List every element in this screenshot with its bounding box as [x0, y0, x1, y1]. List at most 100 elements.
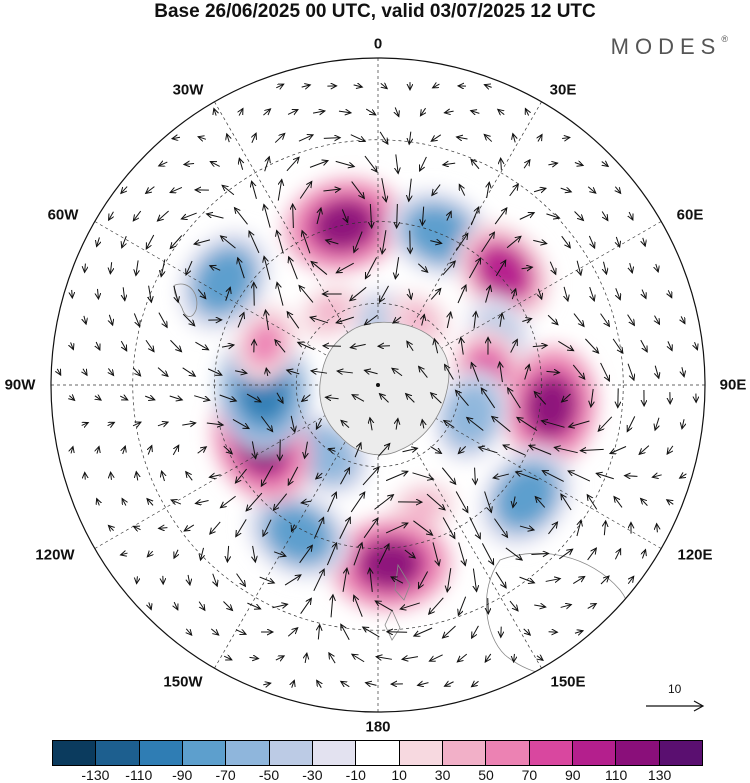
wind-arrow — [382, 230, 387, 254]
wind-arrow — [493, 474, 509, 478]
wind-arrow — [516, 472, 539, 481]
wind-arrow — [186, 628, 191, 635]
wind-arrow — [529, 445, 552, 455]
wind-arrow — [655, 365, 659, 379]
wind-arrow — [337, 371, 353, 373]
wind-arrow — [109, 314, 112, 325]
wind-arrow — [538, 288, 541, 299]
wind-vectors — [57, 82, 697, 688]
wind-arrow — [227, 134, 230, 143]
wind-arrow — [494, 518, 507, 538]
wind-arrow — [232, 419, 249, 428]
wind-arrow — [325, 397, 339, 398]
wind-arrow — [109, 211, 114, 220]
wind-arrow — [548, 522, 557, 535]
wind-arrow — [558, 340, 573, 350]
wind-arrow — [221, 345, 234, 347]
wind-arrow — [301, 501, 311, 503]
wind-arrow — [639, 445, 650, 455]
wind-arrow — [123, 287, 125, 300]
wind-arrow — [378, 544, 389, 565]
anomaly-blob — [249, 324, 282, 364]
wind-arrow — [471, 681, 479, 686]
wind-arrow — [301, 85, 311, 87]
wind-scale-arrow — [646, 700, 705, 712]
wind-arrow — [447, 568, 452, 592]
wind-arrow — [300, 598, 312, 615]
wind-arrow — [263, 519, 272, 537]
wind-arrow — [406, 394, 415, 403]
wind-arrow — [335, 160, 355, 166]
wind-arrow — [587, 186, 596, 193]
wind-arrow — [195, 341, 208, 350]
colorbar-tick-label: 70 — [521, 767, 538, 783]
south-pole-marker — [376, 383, 380, 387]
wind-arrow — [498, 109, 505, 114]
wind-arrow — [182, 313, 194, 326]
wind-arrow — [329, 449, 336, 452]
wind-arrow — [549, 261, 555, 275]
wind-arrow — [234, 208, 248, 225]
wind-arrow — [414, 627, 433, 636]
wind-arrow — [642, 550, 645, 559]
brand-name: MODES — [610, 34, 722, 59]
wind-arrow — [338, 111, 351, 113]
wind-arrow — [610, 446, 627, 453]
colorbar-segment — [139, 741, 183, 765]
lon-label-60e: 60E — [676, 206, 704, 224]
wind-arrow — [84, 315, 86, 324]
wind-arrow — [509, 600, 518, 611]
wind-arrow — [107, 422, 115, 425]
wind-arrow — [627, 416, 636, 431]
wind-arrow — [309, 161, 328, 168]
wind-arrow — [461, 337, 464, 355]
wind-arrow — [442, 625, 456, 638]
wind-arrow — [562, 137, 570, 138]
wind-arrow — [467, 417, 484, 431]
wind-arrow — [668, 341, 672, 350]
wind-arrow — [426, 493, 445, 510]
wind-arrow — [598, 416, 613, 431]
wind-arrow — [505, 547, 522, 560]
wind-arrow — [475, 467, 476, 485]
wind-arrow — [264, 256, 271, 280]
wind-arrow — [604, 521, 605, 536]
anomaly-blob — [502, 471, 550, 522]
wind-arrow — [172, 137, 181, 138]
wind-arrow — [121, 553, 128, 555]
wind-arrow — [409, 131, 411, 145]
wind-arrow — [532, 345, 547, 346]
wind-arrow — [146, 186, 155, 194]
wind-arrow — [374, 495, 394, 510]
wind-arrow — [628, 576, 634, 585]
wind-arrow — [506, 236, 521, 249]
wind-arrow — [468, 258, 480, 279]
wind-arrow — [500, 362, 503, 383]
wind-arrow — [568, 471, 591, 482]
colorbar-tick-label: 130 — [647, 767, 672, 783]
wind-arrow — [352, 654, 365, 663]
wind-arrow — [412, 472, 433, 479]
wind-arrow — [458, 446, 467, 453]
wind-arrow — [656, 263, 658, 272]
wind-arrow — [457, 653, 468, 662]
wind-arrow — [533, 240, 546, 243]
lon-label-120w: 120W — [35, 546, 75, 564]
wind-arrow — [364, 155, 377, 172]
wind-arrow — [236, 519, 247, 536]
wind-arrow — [292, 680, 295, 688]
anomaly-blob — [303, 434, 348, 476]
wind-arrow — [377, 443, 390, 457]
wind-arrow — [682, 419, 684, 429]
wind-arrow — [287, 370, 300, 374]
wind-arrow — [538, 135, 542, 142]
wind-arrow — [311, 371, 328, 373]
wind-arrow — [310, 317, 329, 324]
wind-arrow — [682, 367, 684, 376]
colorbar-segment — [53, 741, 97, 765]
colorbar-segment — [659, 741, 702, 765]
wind-arrow — [492, 416, 511, 432]
wind-arrow — [642, 289, 646, 299]
wind-arrow — [302, 231, 311, 254]
wind-arrow — [213, 573, 217, 586]
